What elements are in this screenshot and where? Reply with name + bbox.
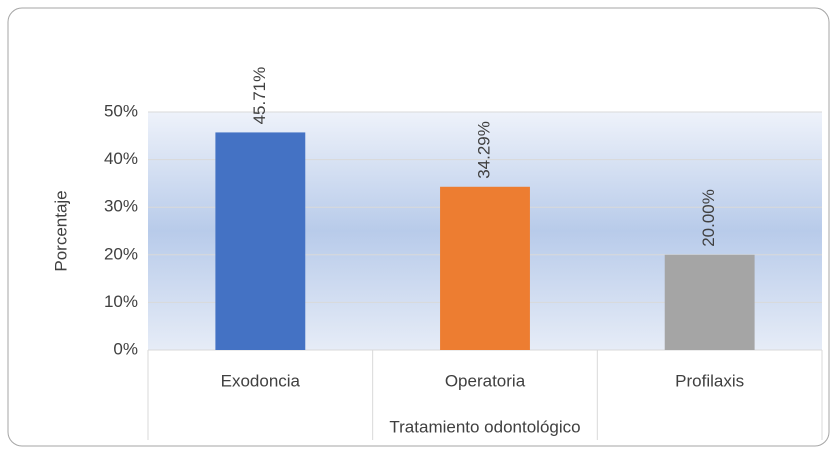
y-tick-label: 0%	[113, 339, 138, 358]
x-axis-title: Tratamiento odontológico	[389, 417, 580, 436]
y-tick-label: 40%	[104, 149, 138, 168]
y-tick-label: 50%	[104, 101, 138, 120]
y-axis-title: Porcentaje	[51, 190, 70, 271]
value-label: 20.00%	[699, 189, 718, 247]
x-tick-label: Operatoria	[445, 371, 526, 390]
y-tick-label: 30%	[104, 197, 138, 216]
bar	[440, 186, 530, 350]
bar	[215, 132, 306, 350]
x-tick-label: Profilaxis	[675, 371, 744, 390]
y-tick-label: 10%	[104, 292, 138, 311]
x-tick-label: Exodoncia	[221, 371, 301, 390]
bar	[664, 254, 755, 350]
y-tick-label: 20%	[104, 244, 138, 263]
value-label: 34.29%	[474, 121, 493, 179]
value-label: 45.71%	[250, 67, 269, 125]
